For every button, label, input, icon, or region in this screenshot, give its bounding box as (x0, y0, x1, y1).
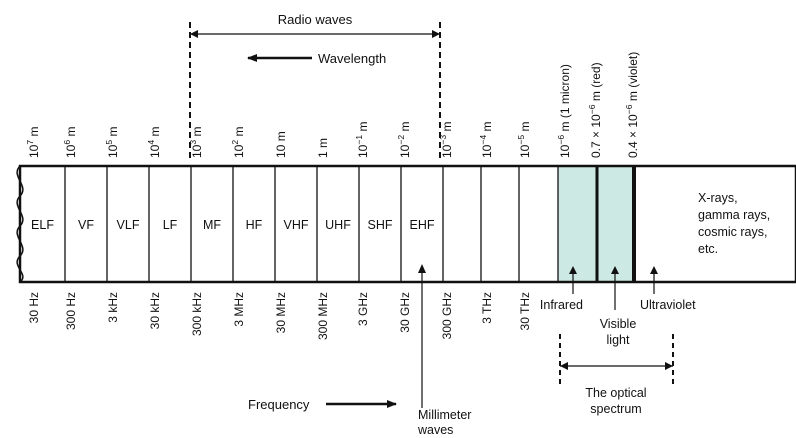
wavelength-arrow: Wavelength (247, 51, 386, 66)
beyond-visible-label: X-rays, gamma rays, cosmic rays, etc. (698, 191, 770, 256)
frequency-tick-label: 300 Hz (64, 292, 78, 330)
wavelength-tick-label: 1 m (316, 138, 330, 158)
ultraviolet-label: Ultraviolet (640, 298, 696, 312)
break-wave (16, 165, 24, 283)
frequency-tick-label: 30 GHz (398, 292, 412, 333)
optical-wavelength-tick-label: 0.4 × 10−6 m (violet) (624, 52, 640, 158)
frequency-tick-label: 30 Hz (27, 292, 41, 323)
frequency-tick-label: 30 THz (518, 292, 532, 330)
wavelength-tick-label: 102 m (230, 127, 246, 159)
band-label-ehf: EHF (410, 218, 435, 232)
frequency-tick-label: 3 THz (480, 292, 494, 324)
frequency-tick-label: 30 MHz (274, 292, 288, 333)
millimeter-waves-pointer: Millimeter waves (417, 264, 471, 437)
band-label-vhf: VHF (284, 218, 309, 232)
wavelength-tick-label: 10−4 m (478, 121, 494, 158)
svg-text:X-rays,: X-rays, (698, 191, 738, 205)
band-label-shf: SHF (368, 218, 393, 232)
wavelength-tick-label: 103 m (188, 127, 204, 159)
svg-text:gamma rays,: gamma rays, (698, 208, 770, 222)
band-label-lf: LF (163, 218, 178, 232)
frequency-tick-label: 300 MHz (316, 292, 330, 340)
band-label-vf: VF (78, 218, 94, 232)
frequency-tick-label: 3 kHz (106, 292, 120, 323)
band-label-vlf: VLF (117, 218, 140, 232)
wavelength-tick-label: 107 m (25, 127, 41, 159)
frequency-tick-label: 3 GHz (356, 292, 370, 326)
wavelength-tick-label: 105 m (104, 127, 120, 159)
frequency-tick-label: 300 GHz (440, 292, 454, 339)
wavelength-ticks: 107 m 106 m 105 m 104 m 103 m 102 m 10 m 1 m 10−… (25, 52, 640, 158)
band-label-elf: ELF (31, 218, 54, 232)
optical-spectrum-label-line1: The optical (585, 386, 646, 400)
wavelength-label: Wavelength (318, 51, 386, 66)
wavelength-tick-label: 104 m (146, 127, 162, 159)
optical-wavelength-tick-label: 10−6 m (1 micron) (556, 64, 572, 158)
optical-labels: Infrared Visible light Ultraviolet The o… (540, 266, 696, 416)
svg-text:cosmic rays,: cosmic rays, (698, 225, 767, 239)
radio-waves-bracket: Radio waves (189, 12, 441, 160)
wavelength-tick-label: 106 m (62, 127, 78, 159)
band-label-mf: MF (203, 218, 221, 232)
optical-wavelength-tick-label: 0.7 × 10−6 m (red) (587, 62, 603, 158)
millimeter-waves-label-line1: Millimeter (418, 408, 471, 422)
svg-text:etc.: etc. (698, 242, 718, 256)
frequency-ticks: 30 Hz 300 Hz 3 kHz 30 kHz 300 kHz 3 MHz 30 MHz… (27, 292, 532, 340)
frequency-tick-label: 30 kHz (148, 292, 162, 329)
wavelength-tick-label: 10−2 m (396, 121, 412, 158)
wavelength-tick-label: 10−3 m (438, 121, 454, 158)
frequency-tick-label: 300 kHz (190, 292, 204, 336)
visible-light-label-line1: Visible (600, 317, 637, 331)
frequency-tick-label: 3 MHz (232, 292, 246, 327)
wavelength-tick-label: 10−5 m (516, 121, 532, 158)
band-label-hf: HF (246, 218, 263, 232)
infrared-label: Infrared (540, 298, 583, 312)
optical-spectrum-label-line2: spectrum (590, 402, 641, 416)
frequency-label: Frequency (248, 397, 310, 412)
wavelength-tick-label: 10 m (274, 131, 288, 158)
millimeter-waves-label-line2: waves (417, 423, 453, 437)
spectrum-bar: ELF VF VLF LF MF HF VHF UHF SHF EHF X-rays, gamma… (16, 164, 796, 284)
visible-light-label-line2: light (607, 333, 630, 347)
radio-waves-label: Radio waves (278, 12, 353, 27)
band-label-uhf: UHF (325, 218, 351, 232)
frequency-arrow: Frequency (248, 397, 397, 412)
wavelength-tick-label: 10−1 m (354, 121, 370, 158)
